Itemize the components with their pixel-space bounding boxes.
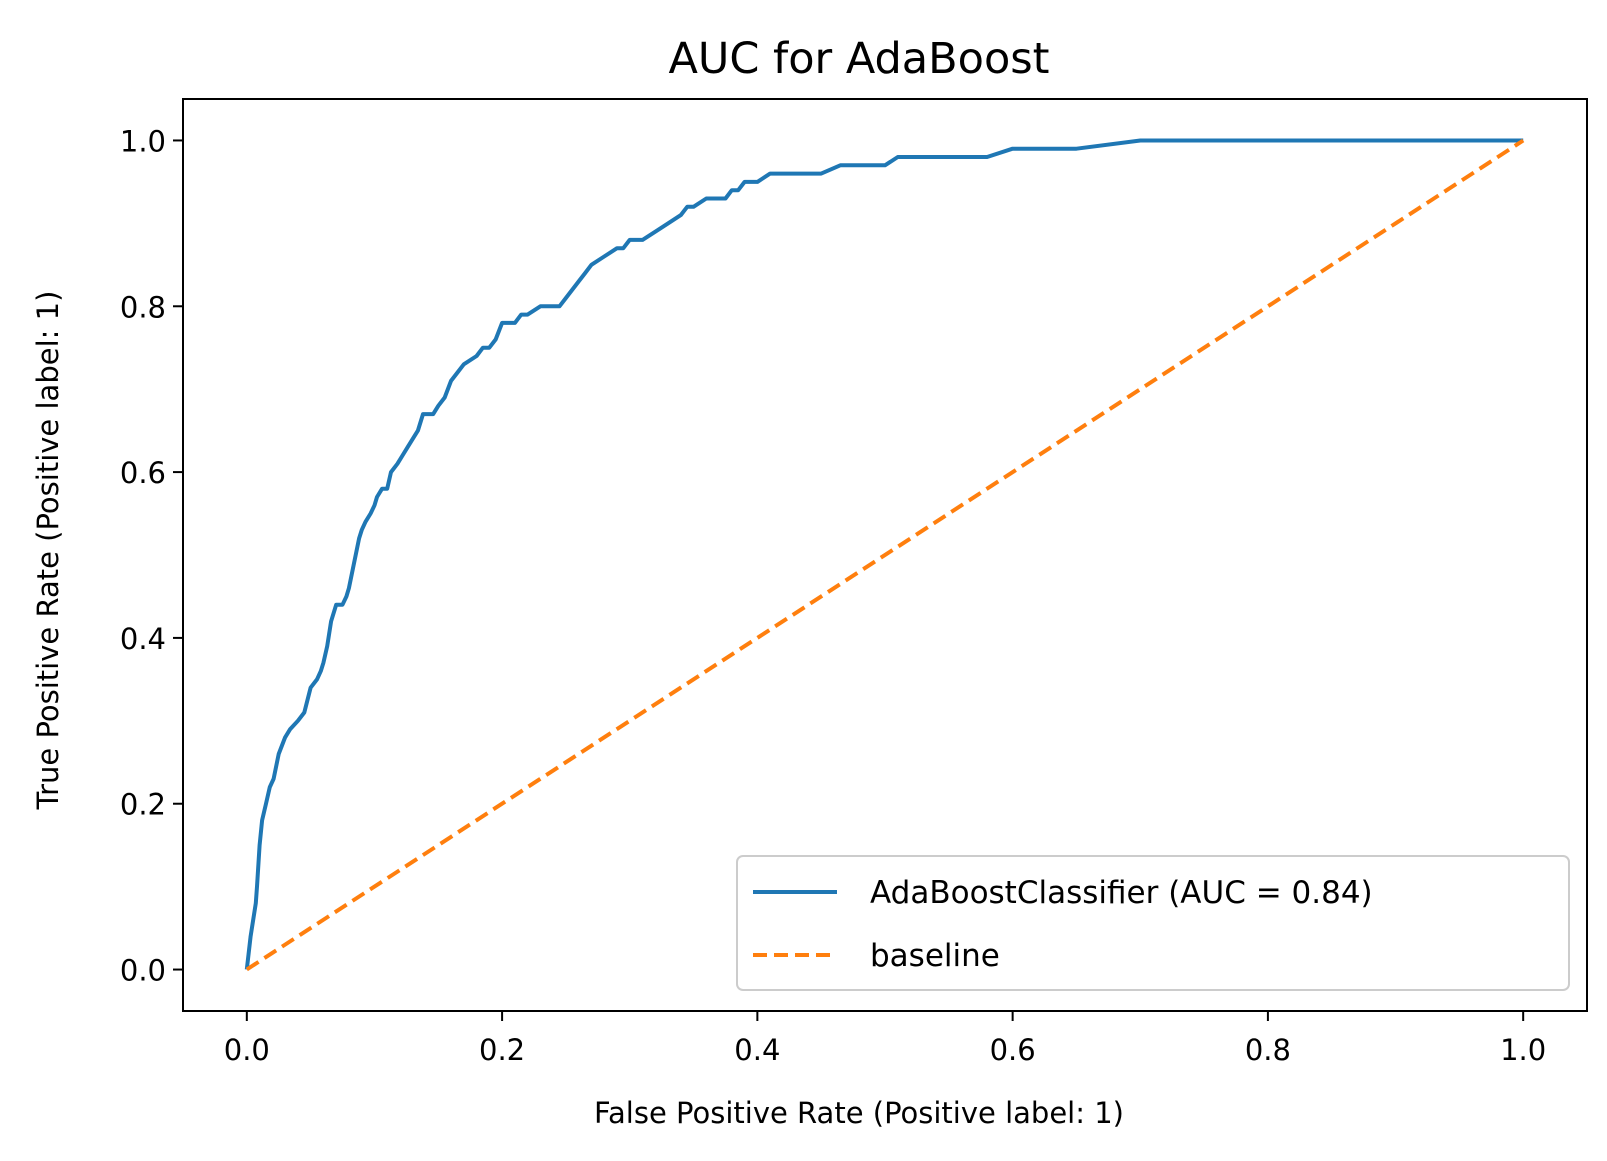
series-line-roc (244, 138, 1524, 970)
y-tick-label: 1.0 (120, 124, 166, 158)
y-axis-label: True Positive Rate (Positive label: 1) (31, 291, 65, 811)
x-tick-label: 0.8 (1245, 1033, 1291, 1067)
y-tick-label: 0.2 (120, 788, 166, 822)
legend-box (736, 855, 1570, 991)
y-tick-label: 0.4 (120, 622, 166, 656)
chart-title: AUC for AdaBoost (668, 34, 1049, 84)
legend-label: AdaBoostClassifier (AUC = 0.84) (870, 875, 1373, 911)
series-line-baseline (245, 138, 1525, 972)
axis-ticks: 0.0 0.2 0.4 0.6 0.8 1.0 0.0 0.2 0.4 0.6 0.8 1.0 (120, 124, 1546, 1067)
y-tick-label: 0.6 (120, 456, 166, 490)
x-tick-label: 0.6 (990, 1033, 1036, 1067)
legend: AdaBoostClassifier (AUC = 0.84) baseline (736, 855, 1570, 991)
y-tick-label: 0.8 (120, 290, 166, 324)
legend-label: baseline (870, 938, 1000, 974)
x-axis-label: False Positive Rate (Positive label: 1) (594, 1096, 1124, 1130)
x-tick-label: 0.2 (479, 1033, 525, 1067)
plot-area (182, 98, 1588, 1012)
plot-frame (182, 98, 1588, 1012)
x-tick-label: 0.0 (224, 1033, 270, 1067)
x-tick-label: 1.0 (1500, 1033, 1546, 1067)
y-tick-label: 0.0 (120, 954, 166, 988)
x-tick-label: 0.4 (734, 1033, 780, 1067)
